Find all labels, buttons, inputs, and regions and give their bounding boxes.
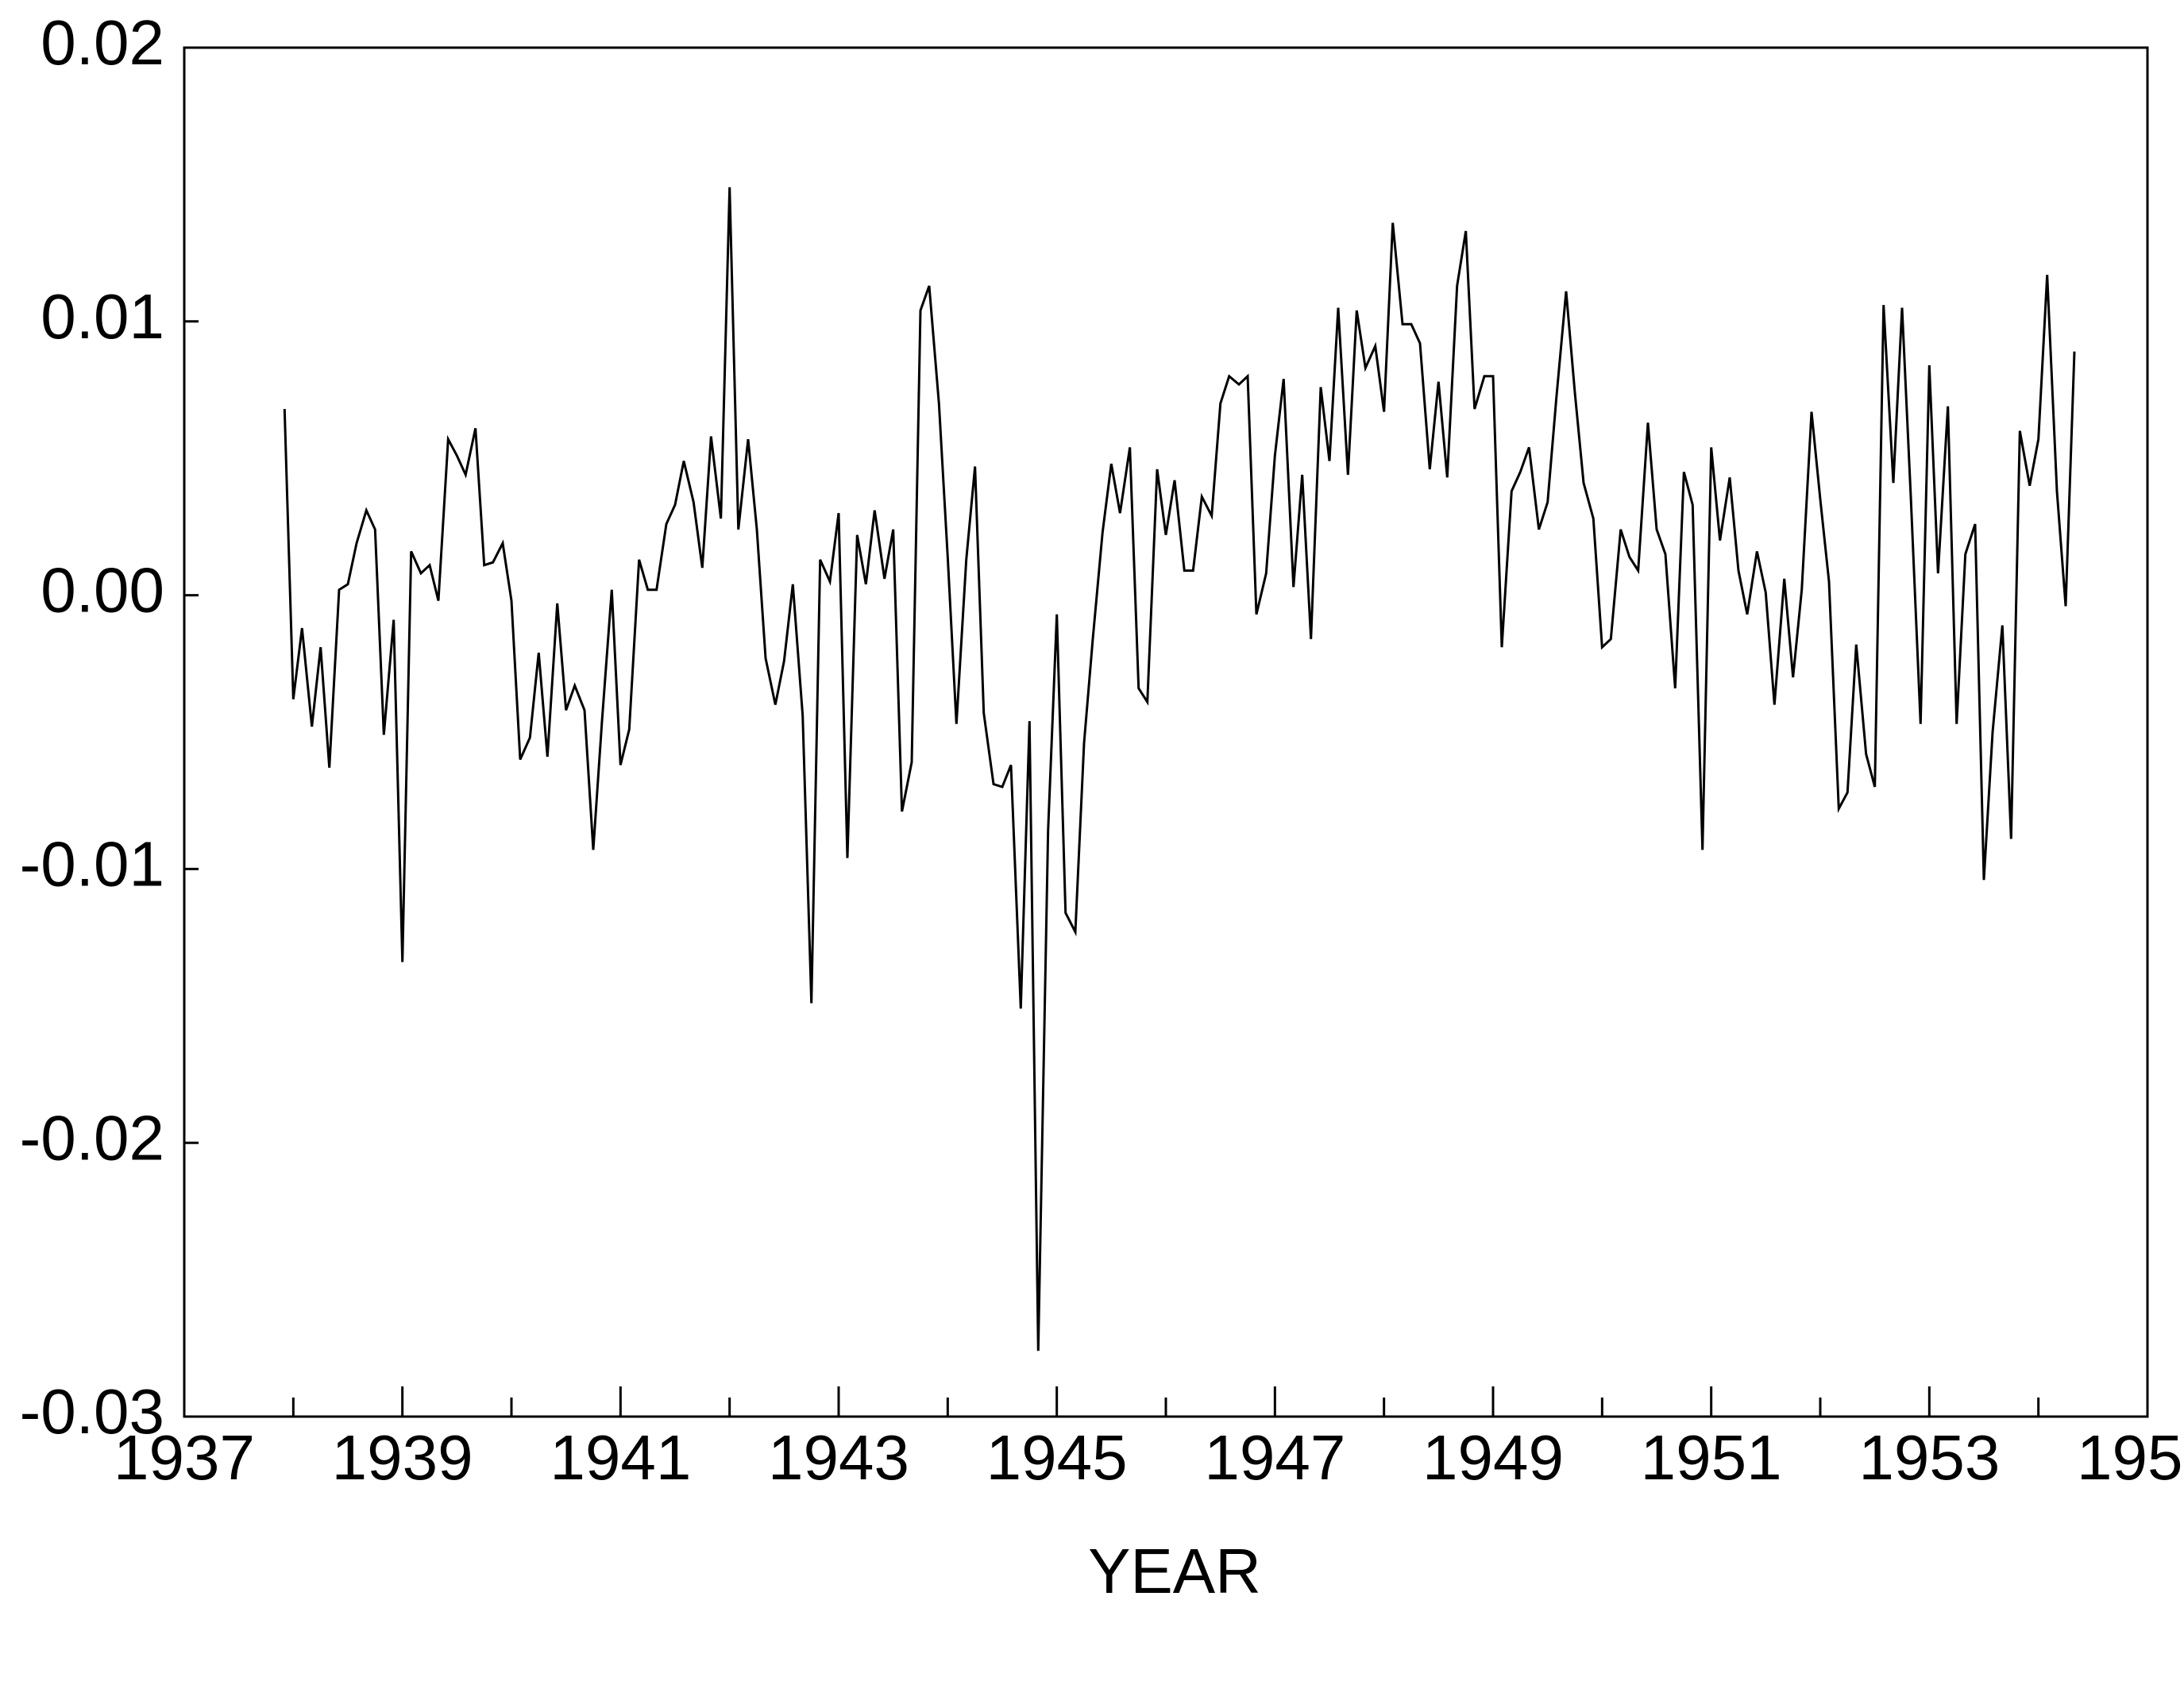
- x-tick-label: 1943: [768, 1422, 909, 1493]
- x-tick-label: 1949: [1422, 1422, 1564, 1493]
- x-tick-label: 1941: [550, 1422, 691, 1493]
- y-tick-label: 0.01: [41, 281, 164, 352]
- x-tick-label: 1953: [1858, 1422, 2000, 1493]
- y-tick-label: 0.02: [41, 7, 164, 78]
- x-tick-label: 1955: [2077, 1422, 2184, 1493]
- x-tick-label: 1945: [986, 1422, 1128, 1493]
- y-tick-label: -0.03: [20, 1376, 164, 1447]
- x-tick-label: 1937: [114, 1422, 255, 1493]
- y-tick-label: 0.00: [41, 555, 164, 626]
- x-tick-label: 1939: [332, 1422, 473, 1493]
- x-tick-label: 1947: [1204, 1422, 1345, 1493]
- y-tick-label: -0.02: [20, 1102, 164, 1173]
- plot-frame: [183, 46, 2149, 1418]
- x-axis-label: YEAR: [1088, 1536, 1261, 1606]
- y-tick-label: -0.01: [20, 829, 164, 900]
- x-tick-label: 1951: [1641, 1422, 1782, 1493]
- data-line: [283, 187, 2076, 1351]
